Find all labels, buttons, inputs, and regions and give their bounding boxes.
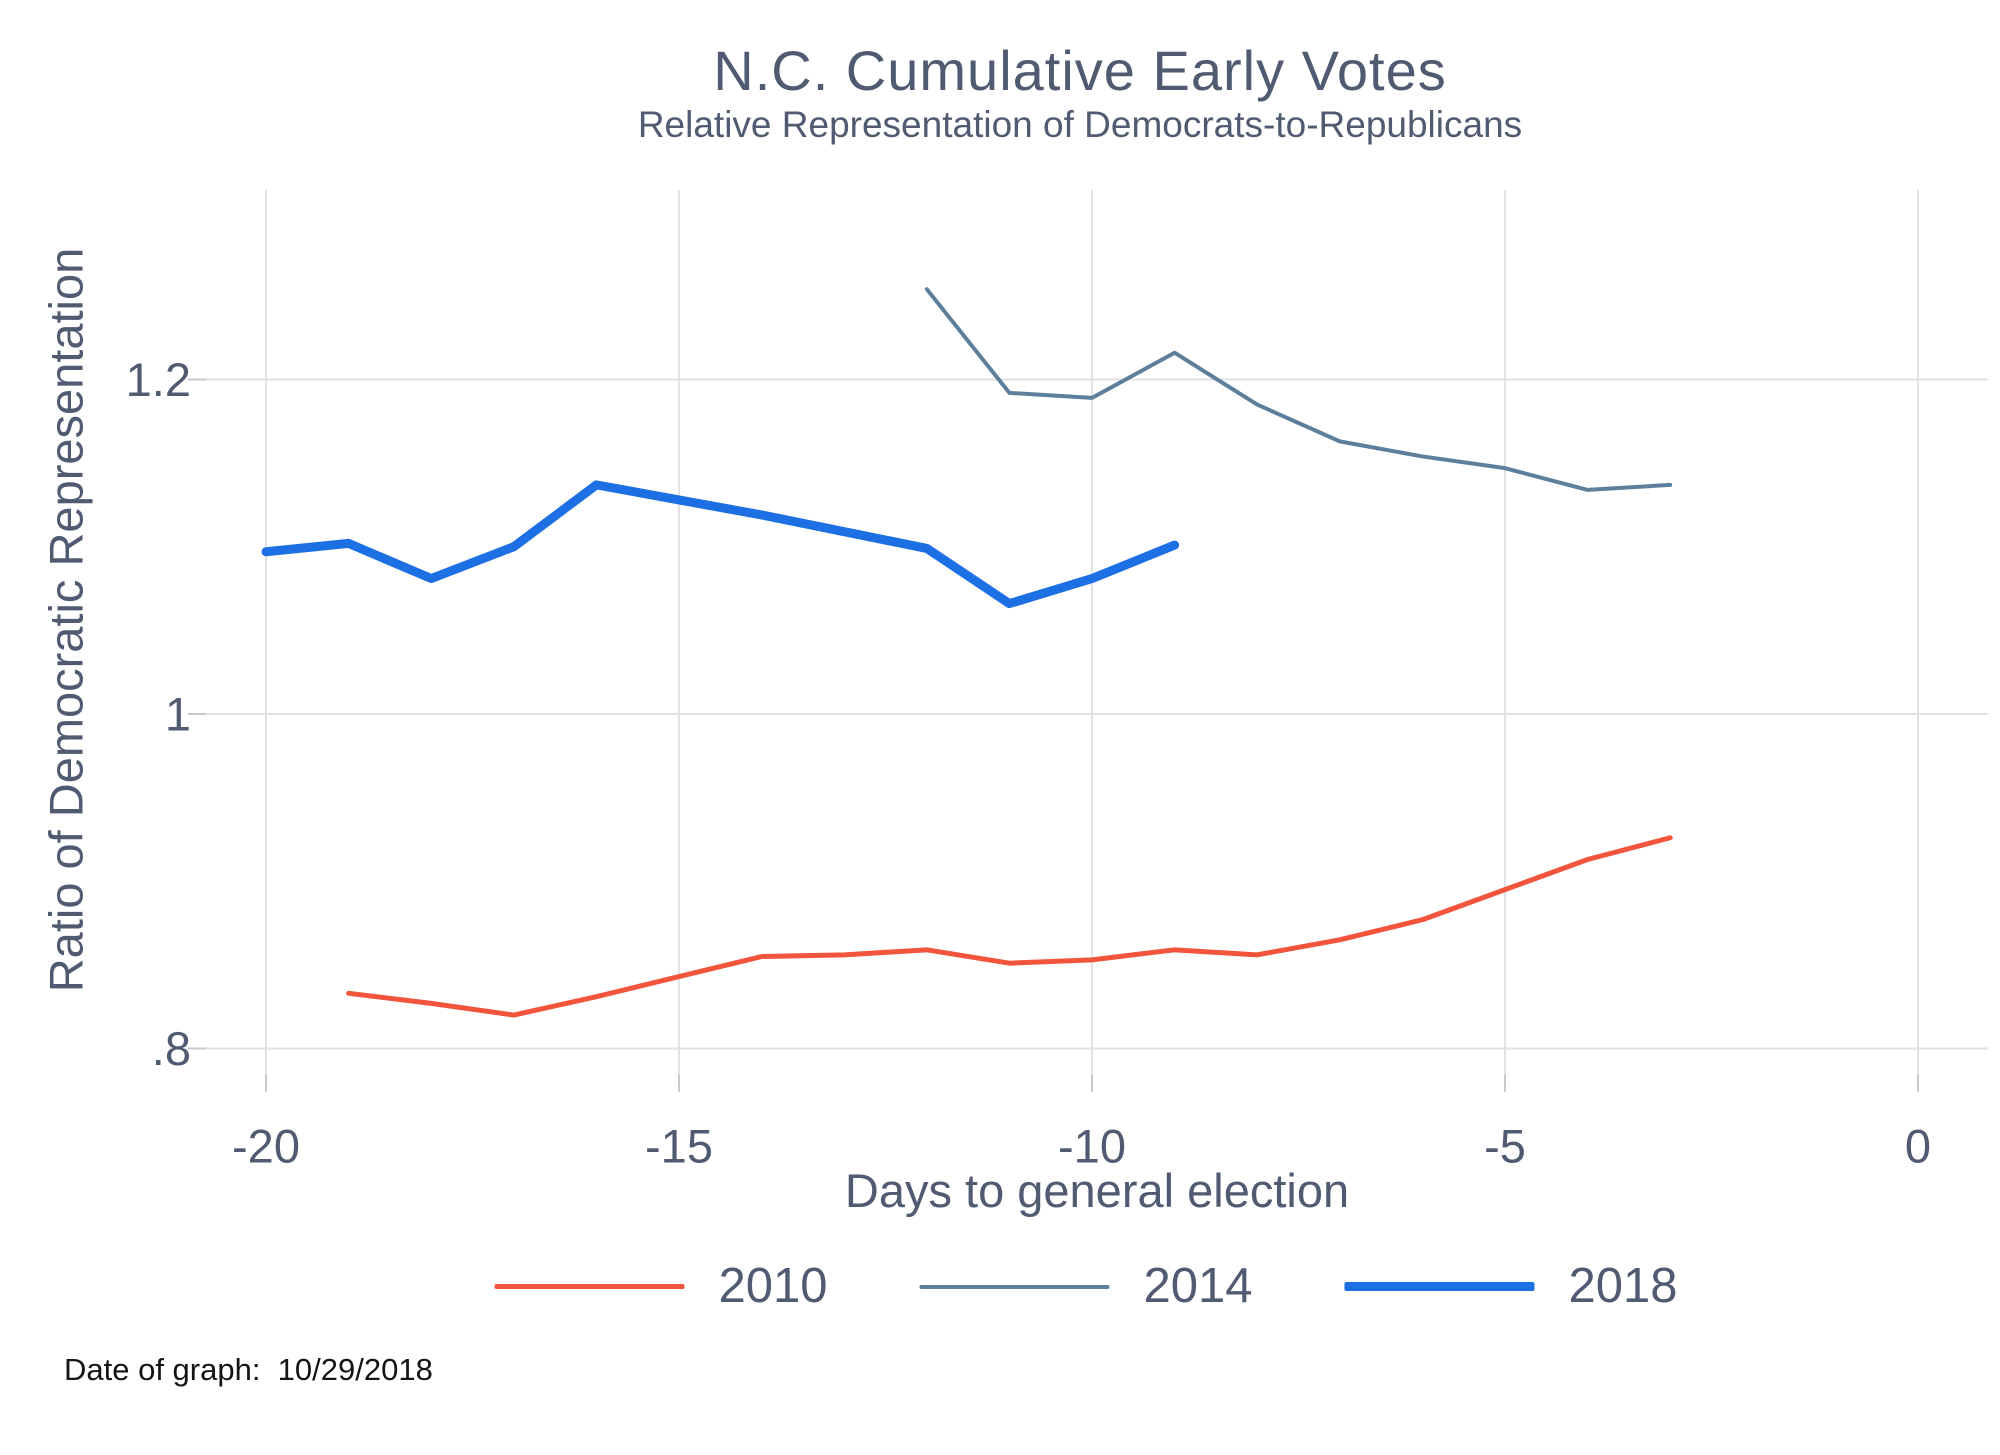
- legend-swatch-2018: [1344, 1282, 1535, 1291]
- legend-label-2014: 2014: [1143, 1259, 1253, 1313]
- legend-label-2010: 2010: [718, 1259, 828, 1313]
- x-tick-label: -20: [232, 1120, 300, 1173]
- legend-label-2018: 2018: [1568, 1259, 1678, 1313]
- legend-swatch-2014: [919, 1284, 1110, 1289]
- legend-item-2010: 2010: [494, 1262, 827, 1311]
- series-line-2014: [924, 287, 1673, 492]
- legend: 2010 2014 2018: [494, 1259, 1678, 1313]
- y-tick-label: .8: [152, 1022, 191, 1075]
- y-tick-label: 1: [165, 688, 191, 741]
- legend-item-2018: 2018: [1344, 1259, 1678, 1313]
- x-tick-label: -5: [1484, 1120, 1526, 1173]
- y-tick-label: 1.2: [126, 353, 191, 406]
- date-note: Date of graph: 10/29/2018: [64, 1352, 433, 1387]
- x-tick-label: -15: [645, 1120, 713, 1173]
- legend-swatch-2010: [494, 1284, 685, 1289]
- x-axis-title: Days to general election: [844, 1164, 1350, 1217]
- chart-title: N.C. Cumulative Early Votes: [713, 39, 1447, 102]
- series-line-2018: [261, 480, 1180, 609]
- legend-item-2014: 2014: [919, 1259, 1253, 1313]
- chart-subtitle: Relative Representation of Democrats-to-…: [637, 104, 1523, 145]
- series-line-2010: [346, 835, 1673, 1018]
- x-tick-label: -10: [1058, 1120, 1126, 1173]
- x-tick-label: 0: [1905, 1120, 1931, 1173]
